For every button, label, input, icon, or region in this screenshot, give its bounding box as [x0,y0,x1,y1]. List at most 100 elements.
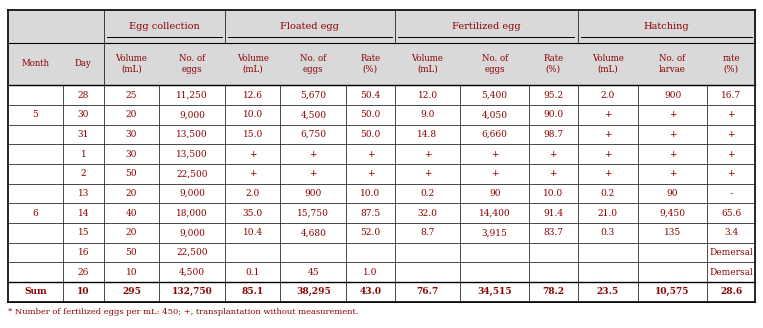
Text: 2: 2 [81,169,86,178]
Text: +: + [549,169,557,178]
Text: +: + [310,169,317,178]
Text: 0.3: 0.3 [600,228,615,237]
Text: 22,500: 22,500 [176,169,208,178]
Text: 1.0: 1.0 [363,268,378,277]
Text: 50.0: 50.0 [360,130,381,139]
Text: Volume
(mL): Volume (mL) [237,54,269,74]
Text: 13,500: 13,500 [176,150,208,159]
Text: +: + [604,110,612,119]
Text: 28.6: 28.6 [720,287,742,297]
Text: 9,450: 9,450 [659,209,685,218]
Text: 10.4: 10.4 [243,228,262,237]
Text: 4,500: 4,500 [179,268,205,277]
Text: 13,500: 13,500 [176,130,208,139]
Text: 38,295: 38,295 [296,287,330,297]
Text: 295: 295 [122,287,141,297]
Text: 15.0: 15.0 [243,130,262,139]
Text: +: + [249,150,256,159]
Text: 9,000: 9,000 [179,110,205,119]
Text: +: + [727,169,735,178]
Text: 65.6: 65.6 [721,209,741,218]
Text: +: + [310,150,317,159]
Text: 95.2: 95.2 [543,91,563,100]
Text: 40: 40 [126,209,137,218]
Text: +: + [668,130,676,139]
Text: Floated egg: Floated egg [280,22,340,31]
Text: 4,680: 4,680 [301,228,327,237]
Text: 31: 31 [78,130,89,139]
Text: 3,915: 3,915 [481,228,507,237]
Text: 90: 90 [489,189,501,198]
Text: Volume
(mL): Volume (mL) [115,54,147,74]
Text: 20: 20 [126,189,137,198]
Text: 132,750: 132,750 [172,287,212,297]
Text: 87.5: 87.5 [360,209,381,218]
Text: Rate
(%): Rate (%) [360,54,381,74]
Text: Day: Day [75,59,92,69]
Text: +: + [367,169,374,178]
Text: -: - [729,189,732,198]
Text: 10,575: 10,575 [655,287,690,297]
Text: 10.0: 10.0 [543,189,563,198]
Text: +: + [668,110,676,119]
Text: 14,400: 14,400 [479,209,510,218]
Text: 78.2: 78.2 [542,287,565,297]
Text: +: + [491,150,498,159]
Text: 21.0: 21.0 [598,209,618,218]
Text: 83.7: 83.7 [543,228,563,237]
Text: Sum: Sum [24,287,47,297]
Text: 0.2: 0.2 [420,189,435,198]
Text: 90: 90 [667,189,678,198]
Text: 16: 16 [78,248,89,257]
Text: 10: 10 [126,268,137,277]
Text: +: + [423,150,431,159]
Text: 3.4: 3.4 [724,228,739,237]
Text: 900: 900 [664,91,681,100]
Text: 18,000: 18,000 [176,209,208,218]
Text: +: + [367,150,374,159]
Text: +: + [727,150,735,159]
Text: 9,000: 9,000 [179,189,205,198]
Text: 13: 13 [78,189,89,198]
Text: +: + [604,150,612,159]
Text: +: + [249,169,256,178]
Text: No. of
eggs: No. of eggs [300,54,327,74]
Text: 26: 26 [78,268,89,277]
Text: +: + [668,150,676,159]
Text: 9.0: 9.0 [420,110,435,119]
Text: 135: 135 [664,228,681,237]
Text: 90.0: 90.0 [543,110,563,119]
Text: 2.0: 2.0 [246,189,259,198]
Text: No. of
larvae: No. of larvae [659,54,686,74]
Text: 14: 14 [78,209,89,218]
Text: 0.2: 0.2 [600,189,615,198]
Text: 6,750: 6,750 [301,130,327,139]
Text: Rate
(%): Rate (%) [543,54,563,74]
Text: 30: 30 [126,150,137,159]
Text: 5: 5 [33,110,38,119]
Text: 85.1: 85.1 [242,287,264,297]
Text: 12.0: 12.0 [417,91,437,100]
Text: No. of
eggs: No. of eggs [179,54,205,74]
Text: 30: 30 [78,110,89,119]
Text: 76.7: 76.7 [417,287,439,297]
Text: 91.4: 91.4 [543,209,563,218]
Text: 12.6: 12.6 [243,91,262,100]
Text: 900: 900 [304,189,322,198]
Text: 10.0: 10.0 [360,189,381,198]
Text: 15,750: 15,750 [298,209,329,218]
Text: 0.1: 0.1 [246,268,260,277]
Text: 30: 30 [126,130,137,139]
Text: 50: 50 [126,248,137,257]
Text: +: + [727,110,735,119]
Text: 4,050: 4,050 [481,110,507,119]
Text: +: + [727,130,735,139]
Text: +: + [604,130,612,139]
Text: 34,515: 34,515 [478,287,512,297]
Text: Demersal: Demersal [710,268,753,277]
Text: 22,500: 22,500 [176,248,208,257]
Text: Demersal: Demersal [710,248,753,257]
Text: 23.5: 23.5 [597,287,619,297]
Text: 5,400: 5,400 [481,91,507,100]
Text: 32.0: 32.0 [417,209,437,218]
